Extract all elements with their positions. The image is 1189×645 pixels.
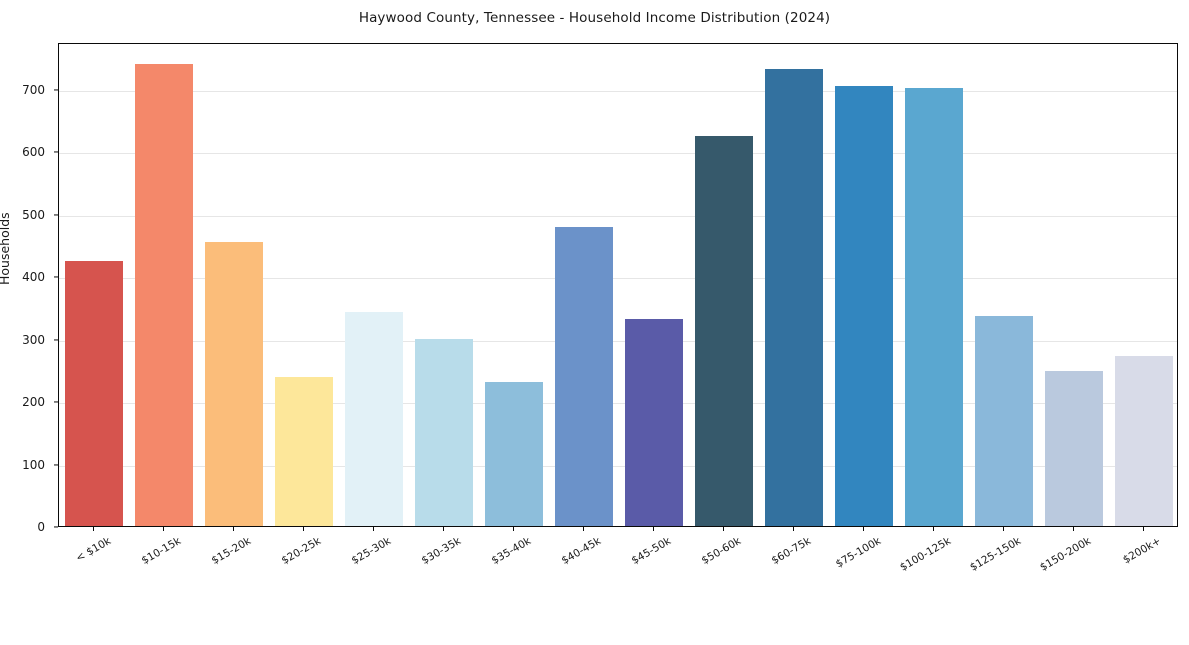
x-tick-mark [583,527,585,531]
bar[interactable] [485,381,543,526]
y-axis-ticks: 0 100 200 300 400 500 600 700 [0,43,58,534]
y-tick-mark [54,401,58,403]
x-tick-mark [513,527,515,531]
bar[interactable] [135,63,193,526]
y-tick-label: 600 [22,145,45,160]
y-tick-mark [54,151,58,153]
bar[interactable] [765,69,823,526]
x-tick-mark [373,527,375,531]
y-tick-label: 700 [22,82,45,97]
bar[interactable] [835,85,893,526]
y-tick-mark [54,464,58,466]
y-tick-label: 0 [37,520,45,534]
bar[interactable] [695,135,753,526]
x-tick-mark [163,527,165,531]
y-tick-label: 200 [22,395,45,410]
y-tick-mark [54,526,58,528]
bar[interactable] [275,376,333,526]
bar[interactable] [905,87,963,526]
x-tick-mark [723,527,725,531]
x-axis-ticks: < $10k $10-15k $15-20k $20-25k $25-30k $30-35… [58,527,1178,590]
bar[interactable] [625,319,683,526]
x-tick-mark [1003,527,1005,531]
x-tick-mark [443,527,445,531]
chart-title: Haywood County, Tennessee - Household In… [358,10,831,26]
x-tick-mark [793,527,795,531]
y-tick-mark [54,339,58,341]
bar[interactable] [65,260,123,526]
x-tick-mark [863,527,865,531]
x-tick-mark [1143,527,1145,531]
bar-series [59,44,1177,526]
y-tick-mark [54,214,58,216]
bar[interactable] [975,315,1033,526]
plot-area [58,43,1178,527]
x-tick-mark [233,527,235,531]
bar[interactable] [415,338,473,526]
bar[interactable] [1045,371,1103,526]
bar[interactable] [205,241,263,526]
x-tick-mark [653,527,655,531]
bar[interactable] [1115,356,1173,526]
y-tick-label: 500 [22,207,45,222]
bar[interactable] [345,311,403,526]
chart-figure: Haywood County, Tennessee - Household In… [0,10,1178,590]
x-tick-mark [1073,527,1075,531]
bar[interactable] [555,226,613,526]
y-tick-label: 300 [22,332,45,347]
y-tick-label: 100 [22,457,45,472]
y-tick-label: 400 [22,270,45,285]
x-tick-mark [93,527,95,531]
y-tick-mark [54,89,58,91]
x-tick-mark [303,527,305,531]
y-tick-mark [54,276,58,278]
x-tick-mark [933,527,935,531]
